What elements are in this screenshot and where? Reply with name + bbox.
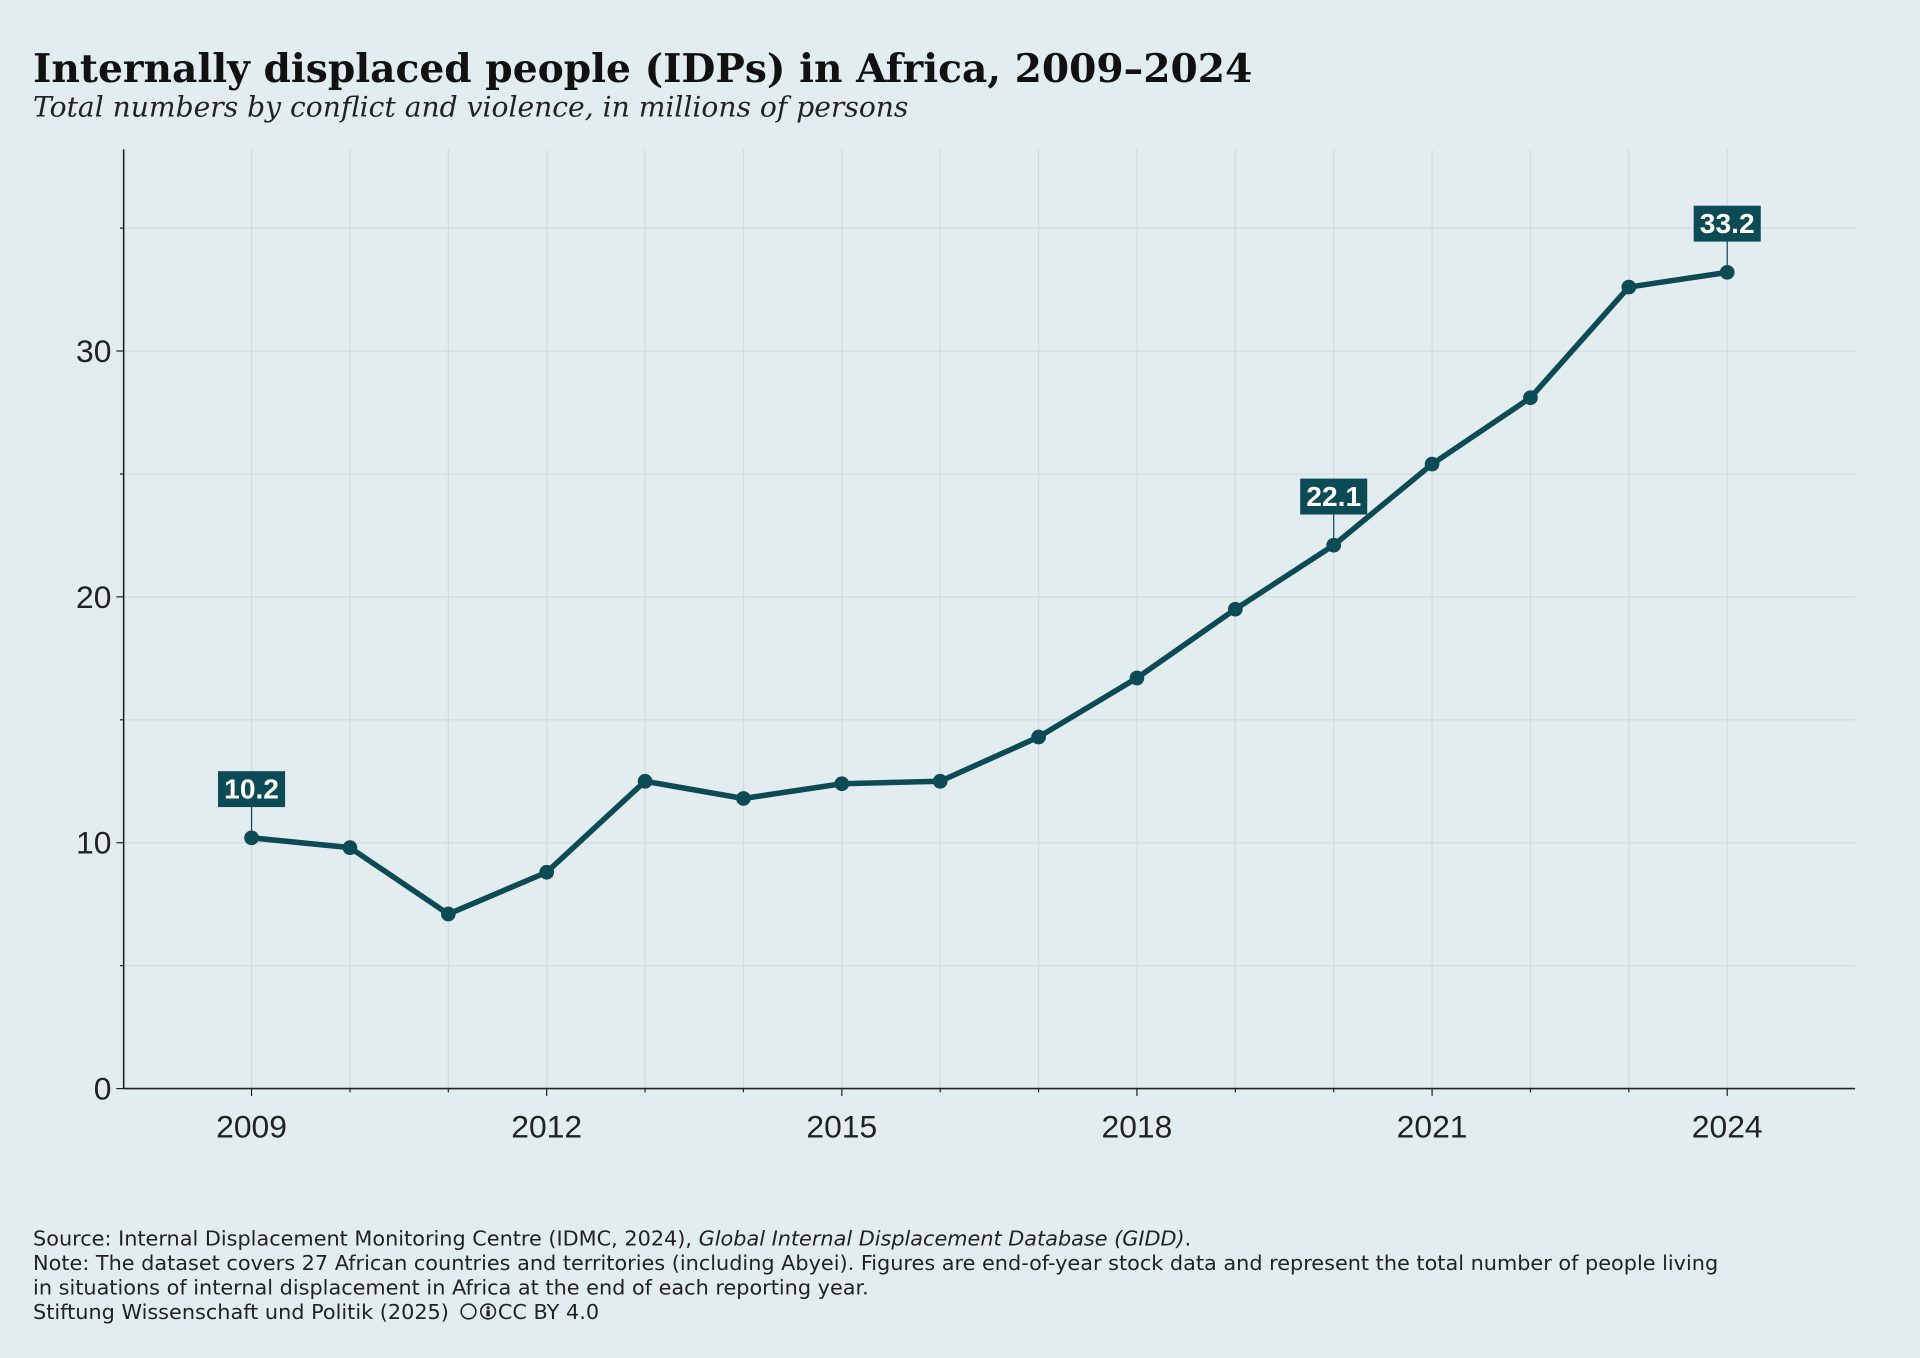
data-point (342, 840, 358, 855)
x-tick-label: 2018 (1102, 1109, 1173, 1145)
data-point (736, 791, 751, 806)
chart-title: Internally displaced people (IDPs) in Af… (33, 46, 1252, 92)
source-prefix: Source: Internal Displacement Monitoring… (33, 1226, 699, 1250)
x-tick-label: 2015 (806, 1109, 877, 1145)
value-label: 33.2 (1700, 208, 1755, 239)
data-point (539, 864, 555, 880)
by-icon-head (486, 1306, 490, 1310)
data-line (251, 269, 1728, 917)
data-point (244, 830, 259, 846)
x-tick-label: 2021 (1397, 1109, 1468, 1145)
data-point (1621, 279, 1637, 295)
credit: Stiftung Wissenschaft und Politik (2025) (33, 1300, 449, 1324)
note-line: Note: The dataset covers 27 African coun… (33, 1251, 1718, 1275)
by-icon (479, 1303, 497, 1320)
note-line: in situations of internal displacement i… (33, 1275, 869, 1299)
data-point (1719, 264, 1735, 280)
x-tick-label: 2024 (1692, 1109, 1763, 1145)
value-label: 10.2 (224, 774, 279, 805)
y-tick-label: 10 (76, 825, 111, 861)
source: Source: Internal Displacement Monitoring… (33, 1226, 1191, 1250)
license: CC BY 4.0 (498, 1300, 599, 1324)
source-title: Global Internal Displacement Database (G… (699, 1226, 1185, 1250)
value-label: 22.1 (1306, 481, 1361, 512)
data-point (1227, 601, 1243, 617)
data-point (637, 773, 653, 789)
data-point (1523, 390, 1538, 406)
y-tick-label: 20 (76, 579, 111, 615)
cc-icon (460, 1303, 477, 1320)
license-icons (460, 1303, 497, 1320)
plot-area: 0 10 20 30 2009 2012 2015 2018 2021 2024 10.2 22.1 3… (76, 149, 1856, 1145)
data-point (932, 773, 948, 789)
chart-subtitle: Total numbers by conflict and violence, … (33, 90, 908, 123)
y-tick-label: 0 (94, 1071, 112, 1107)
by-icon-body (486, 1310, 490, 1317)
source-suffix: . (1185, 1226, 1192, 1250)
data-point (1326, 537, 1342, 553)
value-label-box (1300, 478, 1368, 515)
value-label-box (218, 771, 286, 808)
data-point (834, 776, 850, 792)
data-point (1129, 670, 1145, 686)
value-label-box (1693, 205, 1761, 242)
y-tick-label: 30 (76, 333, 111, 369)
x-tick-label: 2012 (511, 1109, 582, 1145)
data-point (1424, 456, 1440, 472)
data-point (440, 906, 456, 922)
x-tick-label: 2009 (216, 1109, 287, 1145)
data-point (1031, 729, 1046, 745)
